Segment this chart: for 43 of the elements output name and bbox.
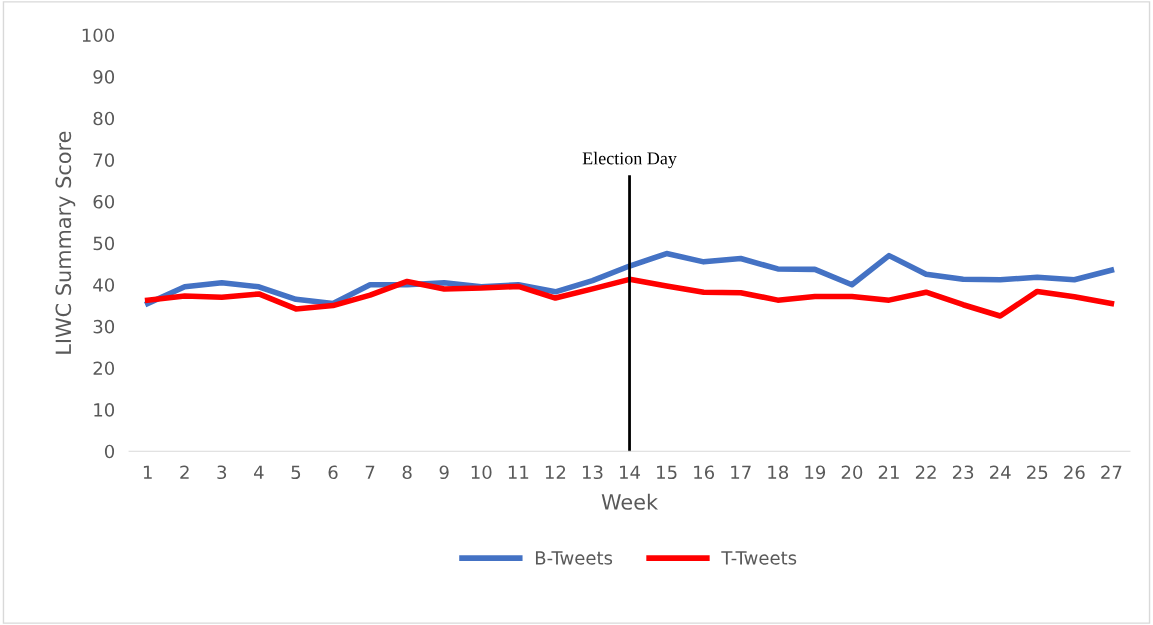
x-tick-label: 9 xyxy=(439,465,449,480)
legend-label: B-Tweets xyxy=(535,551,613,565)
y-tick-label: 30 xyxy=(93,319,115,334)
x-tick-label: 19 xyxy=(805,465,826,480)
ref-line-label: Election Day xyxy=(582,151,677,169)
y-tick-label: 80 xyxy=(93,111,115,126)
x-tick-label: 21 xyxy=(878,465,899,479)
x-tick-label: 13 xyxy=(582,465,603,480)
x-tick-label: 2 xyxy=(180,465,189,479)
x-tick-label: 26 xyxy=(1064,465,1085,480)
y-tick-label: 40 xyxy=(93,278,115,292)
x-tick-label: 6 xyxy=(328,465,338,480)
x-tick-label: 23 xyxy=(952,465,974,480)
x-tick-label: 7 xyxy=(365,465,375,479)
y-axis-title: LIWC Summary Score xyxy=(55,131,76,354)
x-tick-label: 4 xyxy=(254,465,264,479)
y-tick-label: 20 xyxy=(93,361,115,376)
y-tick-label: 50 xyxy=(93,236,115,251)
x-tick-label: 12 xyxy=(545,465,566,479)
x-tick-label: 8 xyxy=(402,465,412,480)
x-tick-label: 3 xyxy=(217,465,227,480)
x-tick-label: 20 xyxy=(841,465,863,480)
x-tick-label: 14 xyxy=(620,465,641,479)
x-tick-label: 5 xyxy=(291,465,301,480)
y-tick-label: 100 xyxy=(82,28,115,43)
x-tick-label: 10 xyxy=(471,465,492,480)
x-tick-label: 24 xyxy=(990,465,1011,479)
y-tick-label: 70 xyxy=(93,153,115,167)
x-tick-label: 27 xyxy=(1101,465,1122,479)
x-tick-label: 1 xyxy=(143,465,152,479)
y-tick-label: 0 xyxy=(104,444,115,459)
x-tick-label: 15 xyxy=(657,465,677,480)
y-tick-label: 10 xyxy=(94,403,115,417)
x-tick-label: 11 xyxy=(508,465,529,479)
legend-label: T-Tweets xyxy=(721,551,797,565)
x-tick-label: 22 xyxy=(915,465,936,479)
x-tick-label: 25 xyxy=(1027,465,1048,480)
x-tick-label: 18 xyxy=(768,465,789,480)
x-tick-label: 17 xyxy=(731,465,751,479)
y-tick-label: 60 xyxy=(93,194,115,209)
x-axis-title: Week xyxy=(601,493,659,510)
y-tick-label: 90 xyxy=(93,70,115,84)
x-tick-label: 16 xyxy=(694,465,715,480)
